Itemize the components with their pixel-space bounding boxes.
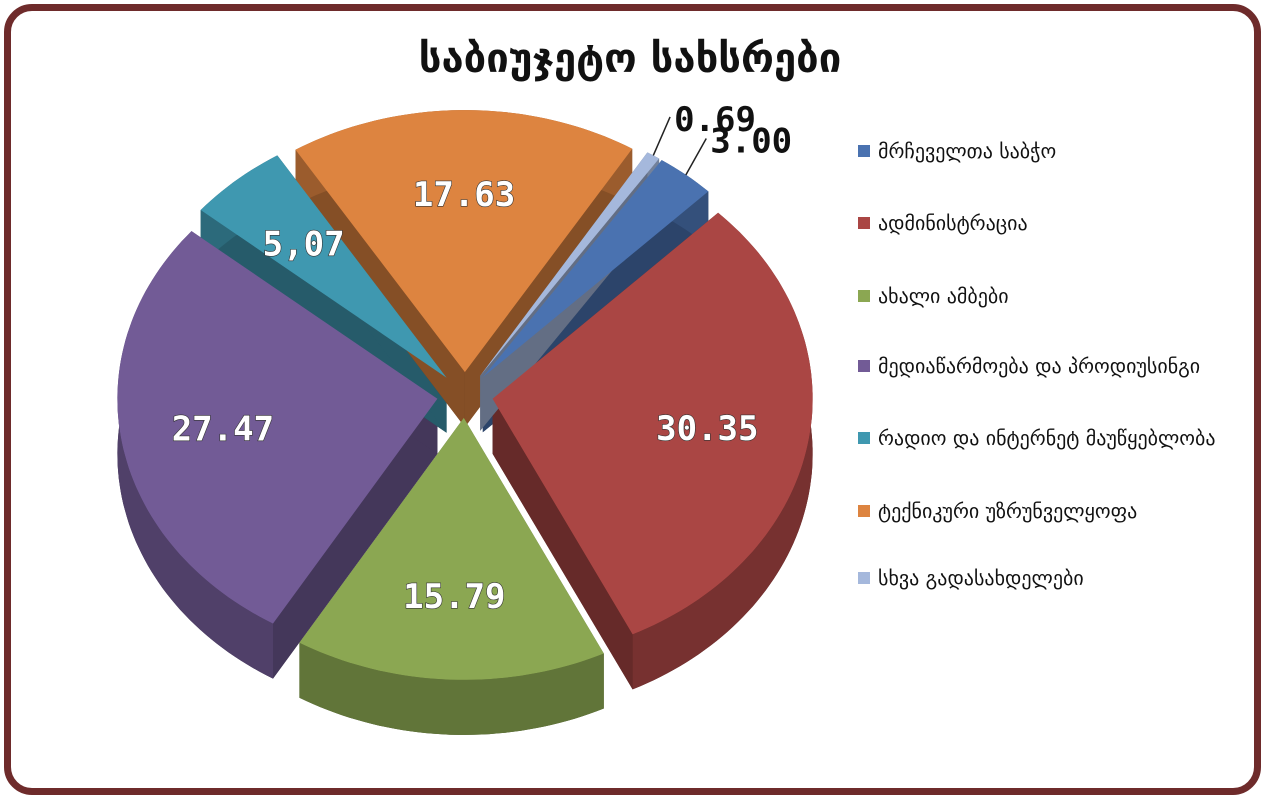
legend-label: ადმინისტრაცია	[878, 211, 1028, 235]
legend-swatch	[858, 290, 870, 302]
legend-label: მრჩეველთა საბჭო	[878, 139, 1057, 163]
legend-item: ადმინისტრაცია	[858, 206, 1243, 240]
legend-swatch	[858, 360, 870, 372]
legend-item: რადიო და ინტერნეტ მაუწყებლობა	[858, 421, 1243, 455]
legend-swatch	[858, 572, 870, 584]
legend-swatch	[858, 217, 870, 229]
chart-title: საბიუჯეტო სახსრები	[419, 36, 841, 82]
legend-swatch	[858, 505, 870, 517]
legend-item: სხვა გადასახდელები	[858, 561, 1243, 595]
data-label: 0.69	[674, 100, 756, 140]
legend-item: ტექნიკური უზრუნველყოფა	[858, 494, 1243, 528]
legend-label: მედიაწარმოება და პროდიუსინგი	[878, 354, 1201, 378]
legend-item: მედიაწარმოება და პროდიუსინგი	[858, 349, 1243, 383]
legend-label: სხვა გადასახდელები	[878, 566, 1084, 590]
legend-swatch	[858, 145, 870, 157]
legend-swatch	[858, 432, 870, 444]
slice	[299, 417, 604, 680]
slice	[117, 231, 438, 624]
slice-side	[492, 398, 633, 690]
data-label: 27.47	[172, 410, 274, 450]
slice-side	[273, 398, 438, 679]
legend-label: ახალი ამბები	[878, 284, 1009, 308]
legend-label: ტექნიკური უზრუნველყოფა	[878, 499, 1138, 523]
slice	[482, 160, 709, 378]
data-label: 17.63	[413, 175, 515, 215]
data-label: 15.79	[403, 577, 505, 617]
slice	[480, 152, 660, 376]
slice	[200, 155, 447, 378]
data-label: 30.35	[656, 409, 758, 449]
legend-item: მრჩეველთა საბჭო	[858, 134, 1243, 168]
slice-side	[632, 212, 813, 690]
leader-line	[652, 116, 671, 156]
data-label: 3.00	[710, 122, 792, 162]
slice-side	[117, 231, 274, 679]
legend-label: რადიო და ინტერნეტ მაუწყებლობა	[878, 426, 1216, 450]
data-label: 5,07	[263, 224, 345, 264]
slice-tops	[117, 110, 813, 680]
slice	[492, 212, 813, 635]
leader-line	[685, 138, 707, 176]
slice-side	[299, 642, 604, 735]
legend-item: ახალი ამბები	[858, 279, 1243, 313]
slice	[295, 110, 633, 373]
